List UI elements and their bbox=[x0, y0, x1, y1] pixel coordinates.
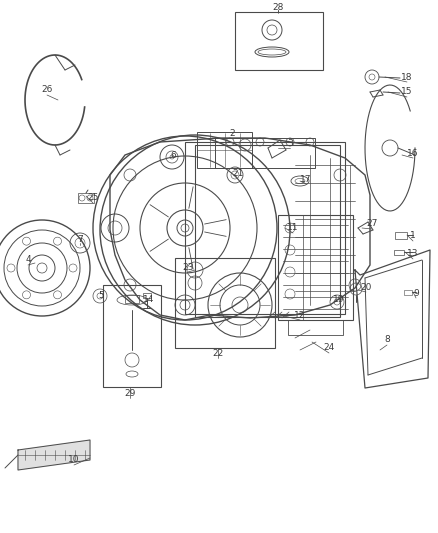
Text: 5: 5 bbox=[98, 292, 104, 301]
Bar bbox=[278, 215, 353, 320]
Text: 2: 2 bbox=[229, 128, 235, 138]
Text: 22: 22 bbox=[212, 349, 224, 358]
Bar bbox=[185, 142, 345, 314]
Text: 24: 24 bbox=[323, 343, 335, 352]
Text: 12: 12 bbox=[294, 311, 306, 319]
Text: 4: 4 bbox=[25, 255, 31, 264]
Text: 11: 11 bbox=[287, 223, 299, 232]
Text: 10: 10 bbox=[68, 456, 80, 464]
Text: 19: 19 bbox=[333, 295, 345, 304]
Text: 1: 1 bbox=[410, 231, 416, 240]
Bar bbox=[235, 12, 323, 70]
Bar bbox=[197, 132, 252, 168]
Text: 8: 8 bbox=[384, 335, 390, 344]
Text: 9: 9 bbox=[413, 288, 419, 297]
Bar bbox=[395, 232, 407, 239]
Text: 27: 27 bbox=[366, 220, 378, 229]
Bar bbox=[103, 285, 161, 387]
Bar bbox=[394, 250, 404, 255]
Text: 29: 29 bbox=[124, 389, 136, 398]
Text: 3: 3 bbox=[287, 139, 293, 148]
Text: 20: 20 bbox=[360, 282, 372, 292]
Bar bbox=[78, 193, 94, 203]
Text: 15: 15 bbox=[401, 87, 413, 96]
Text: 6: 6 bbox=[170, 150, 176, 159]
Bar bbox=[143, 293, 151, 298]
Bar bbox=[125, 295, 139, 303]
Bar bbox=[288, 320, 343, 335]
Text: 17: 17 bbox=[300, 174, 312, 183]
Text: 14: 14 bbox=[143, 295, 155, 304]
Text: 7: 7 bbox=[77, 236, 83, 245]
Bar bbox=[175, 258, 275, 348]
Text: 28: 28 bbox=[272, 4, 284, 12]
Text: 26: 26 bbox=[41, 85, 53, 94]
Text: 18: 18 bbox=[401, 72, 413, 82]
Polygon shape bbox=[18, 440, 90, 470]
Text: 21: 21 bbox=[232, 169, 244, 179]
Text: 13: 13 bbox=[407, 249, 419, 259]
Bar bbox=[404, 290, 412, 295]
Bar bbox=[195, 145, 340, 317]
Text: 16: 16 bbox=[407, 149, 419, 157]
Bar bbox=[215, 138, 315, 168]
Text: 25: 25 bbox=[87, 193, 99, 203]
Text: 23: 23 bbox=[182, 262, 194, 271]
